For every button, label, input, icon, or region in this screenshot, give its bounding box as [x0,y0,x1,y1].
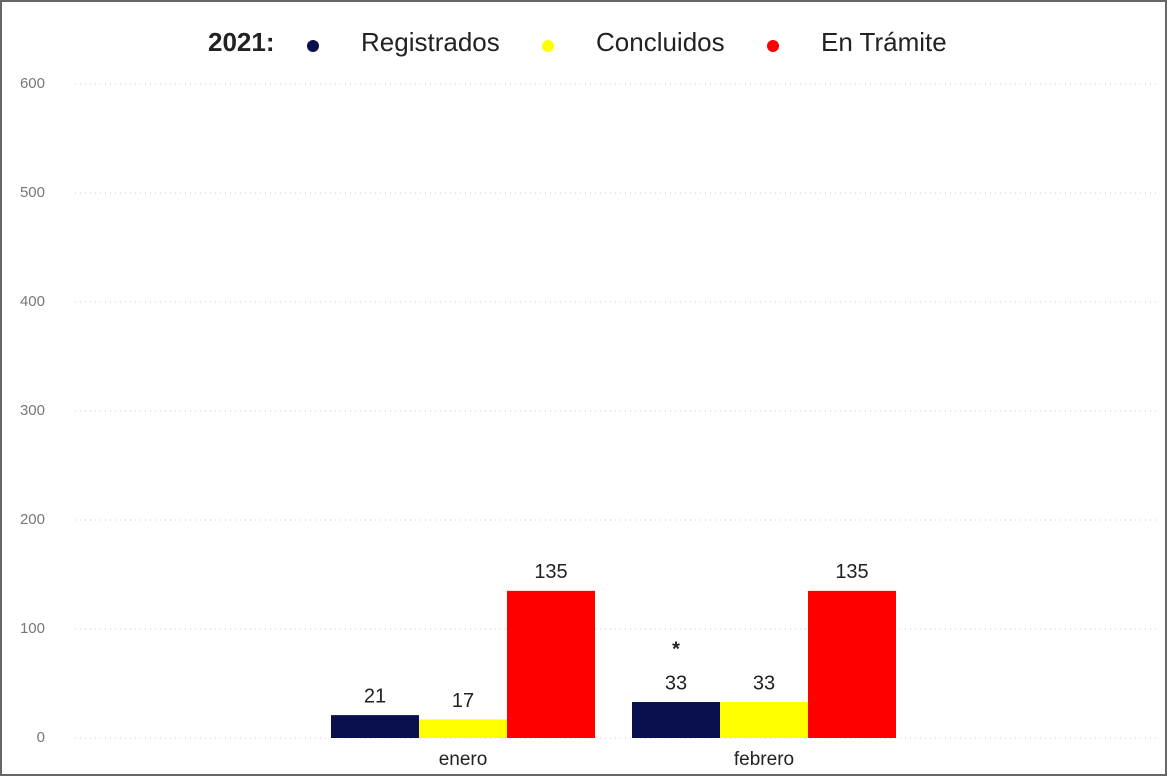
value-label: 21 [364,685,386,707]
x-tick-label: febrero [734,749,794,770]
y-tick-label: 100 [20,620,45,637]
y-tick-label: 200 [20,511,45,528]
legend-title: 2021: [208,27,275,57]
value-label: 33 [665,672,687,694]
y-tick-label: 300 [20,402,45,419]
bar [419,719,507,738]
legend-label: En Trámite [821,27,947,57]
legend-dot [767,40,779,52]
legend-label: Concluidos [596,27,725,57]
value-label: 17 [452,690,474,712]
legend-dot [307,40,319,52]
bar [632,702,720,738]
bar [331,715,419,738]
y-tick-label: 500 [20,184,45,201]
y-tick-label: 600 [20,75,45,92]
annotation: * [672,638,680,660]
bar [507,590,595,738]
legend-label: Registrados [361,27,500,57]
y-tick-label: 0 [37,729,45,746]
value-label: 135 [534,561,567,583]
legend-dot [542,40,554,52]
bar [808,590,896,738]
value-label: 135 [835,561,868,583]
value-label: 33 [753,672,775,694]
y-tick-label: 400 [20,293,45,310]
bar [720,702,808,738]
x-tick-label: enero [439,749,488,770]
